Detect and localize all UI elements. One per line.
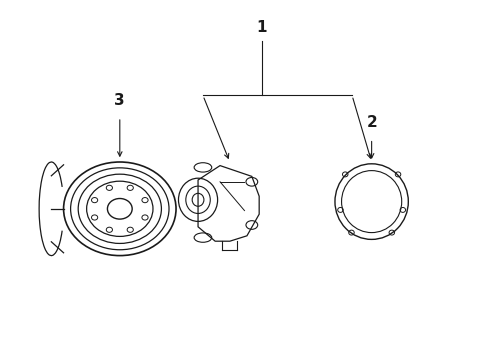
Text: 1: 1: [256, 19, 266, 35]
Text: 3: 3: [114, 93, 125, 108]
Text: 2: 2: [366, 115, 376, 130]
